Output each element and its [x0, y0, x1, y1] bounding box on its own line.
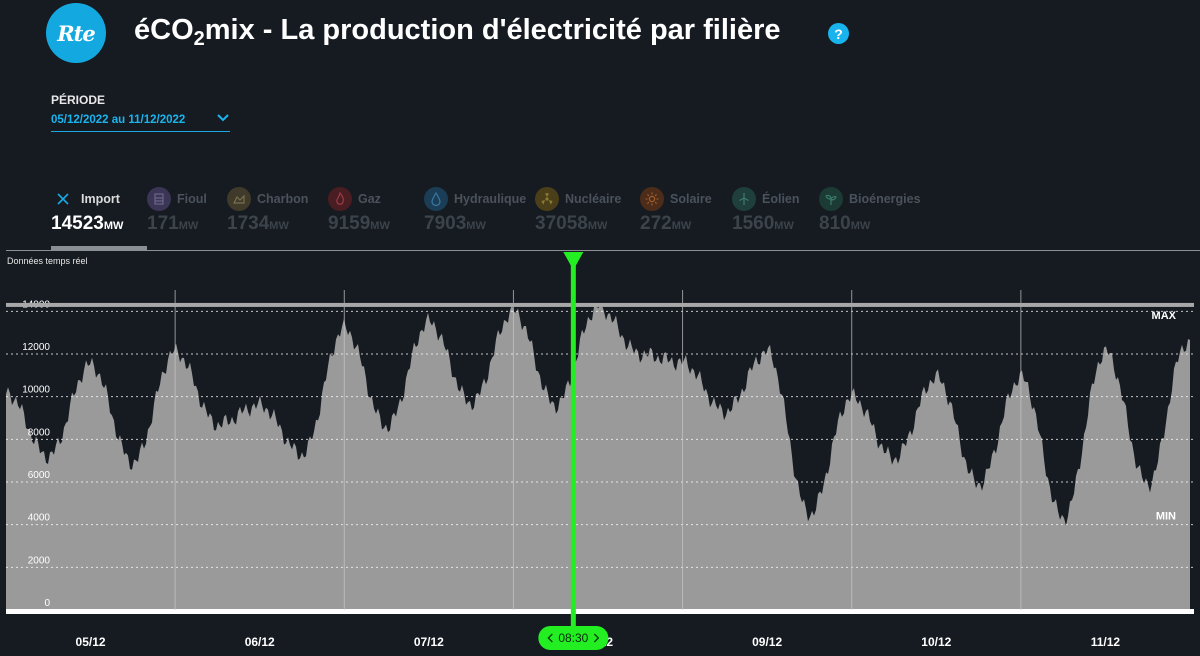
import-area-series — [6, 304, 1190, 610]
import-chart[interactable]: 02000400060008000100001200014000MAXMIN05… — [0, 250, 1200, 656]
tab-value: 810MW — [819, 213, 921, 235]
tab-value: 1560MW — [732, 213, 800, 235]
water-drop-icon — [424, 187, 448, 211]
tab-value-number: 1560 — [732, 213, 775, 234]
tab-value-unit: MW — [103, 220, 124, 232]
tab-label: Éolien — [762, 192, 800, 206]
tab-value: 9159MW — [328, 213, 390, 235]
tab-value-unit: MW — [587, 220, 608, 232]
help-icon[interactable]: ? — [828, 23, 849, 44]
tab-value-number: 7903 — [424, 213, 467, 234]
time-cursor-label: 08:30 — [558, 631, 588, 645]
chart-top-border — [6, 250, 1200, 251]
oil-barrel-icon — [147, 187, 171, 211]
tab-label: Charbon — [257, 192, 309, 206]
tab-label: Nucléaire — [565, 192, 622, 206]
max-line — [6, 302, 1194, 307]
tab-value-unit: MW — [269, 220, 289, 232]
tab-solaire[interactable]: Solaire 272MW — [640, 186, 712, 246]
tab-gaz[interactable]: Gaz 9159MW — [328, 186, 390, 246]
tab-label: Hydraulique — [454, 192, 527, 206]
nuclear-icon — [535, 187, 559, 211]
zero-baseline — [6, 609, 1194, 614]
period-value: 05/12/2022 au 11/12/2022 — [51, 114, 186, 126]
tab-label: Import — [81, 192, 120, 206]
logo-text: Rte — [57, 20, 96, 46]
tab-fioul[interactable]: Fioul 171MW — [147, 186, 207, 246]
tab-value: 37058MW — [535, 213, 621, 235]
time-cursor-pill[interactable] — [538, 626, 609, 650]
tab-import[interactable]: Import 14523MW — [51, 186, 123, 246]
tab-value-unit: MW — [466, 220, 486, 232]
tab-label: Bioénergies — [849, 192, 921, 206]
tab-value-unit: MW — [178, 220, 199, 232]
coal-icon — [227, 187, 251, 211]
y-tick-label: 4000 — [28, 513, 51, 524]
realtime-data-label: Données temps réel — [7, 256, 88, 266]
active-tab-underline — [51, 246, 147, 250]
tab-label: Fioul — [177, 192, 207, 206]
max-label: MAX — [1152, 310, 1177, 322]
tab-value: 171MW — [147, 213, 207, 235]
y-tick-label: 6000 — [28, 470, 51, 481]
x-tick-label: 11/12 — [1091, 635, 1121, 649]
tab-hydraulique[interactable]: Hydraulique 7903MW — [424, 186, 526, 246]
tab-value-number: 37058 — [535, 213, 588, 234]
period-select[interactable]: 05/12/2022 au 11/12/2022 — [51, 111, 230, 132]
min-label: MIN — [1156, 510, 1176, 522]
chevron-right-icon[interactable] — [593, 633, 600, 643]
sun-icon — [640, 187, 664, 211]
tab-value: 14523MW — [51, 213, 123, 235]
x-tick-label: 05/12 — [76, 635, 106, 649]
tab-value: 272MW — [640, 213, 712, 235]
x-tick-label: 10/12 — [921, 635, 951, 649]
title-subscript: 2 — [193, 28, 205, 50]
time-cursor-handle[interactable] — [563, 252, 584, 270]
y-tick-label: 8000 — [28, 427, 51, 438]
flame-icon — [328, 187, 352, 211]
tab-charbon[interactable]: Charbon 1734MW — [227, 186, 308, 246]
tab-value-number: 14523 — [51, 213, 104, 234]
close-icon — [51, 187, 75, 211]
tab-eolien[interactable]: Éolien 1560MW — [732, 186, 800, 246]
tab-value: 7903MW — [424, 213, 526, 235]
tab-value-unit: MW — [370, 220, 390, 232]
tab-bioenergies[interactable]: Bioénergies 810MW — [819, 186, 921, 246]
tab-value-number: 272 — [640, 213, 672, 234]
chevron-left-icon[interactable] — [547, 633, 553, 643]
tab-value: 1734MW — [227, 213, 308, 235]
tab-value-unit: MW — [671, 220, 692, 232]
time-cursor-line[interactable] — [570, 258, 576, 638]
chevron-down-icon — [216, 111, 230, 130]
x-tick-label: 06/12 — [245, 635, 275, 649]
tab-nucleaire[interactable]: Nucléaire 37058MW — [535, 186, 621, 246]
y-tick-label: 0 — [44, 598, 50, 609]
tab-value-number: 171 — [147, 213, 179, 234]
title-suffix: mix - La production d'électricité par fi… — [204, 14, 781, 46]
y-tick-label: 12000 — [22, 342, 50, 353]
y-tick-label: 10000 — [22, 385, 50, 396]
title-prefix: éCO — [134, 14, 194, 46]
help-label: ? — [834, 25, 843, 42]
y-tick-label: 2000 — [28, 555, 51, 566]
tab-value-number: 9159 — [328, 213, 371, 234]
wind-turbine-icon — [732, 187, 756, 211]
tab-value-number: 1734 — [227, 213, 270, 234]
tab-value-unit: MW — [850, 220, 871, 232]
rte-logo[interactable]: Rte — [46, 3, 106, 63]
period-label: PÉRIODE — [51, 93, 106, 107]
x-tick-label: 07/12 — [414, 635, 444, 649]
page-title: éCO2mix - La production d'électricité pa… — [134, 14, 781, 51]
tab-value-unit: MW — [774, 220, 794, 232]
tab-value-number: 810 — [819, 213, 851, 234]
tab-label: Solaire — [670, 192, 712, 206]
tab-label: Gaz — [358, 192, 381, 206]
x-tick-label: 09/12 — [752, 635, 782, 649]
sprout-icon — [819, 187, 843, 211]
